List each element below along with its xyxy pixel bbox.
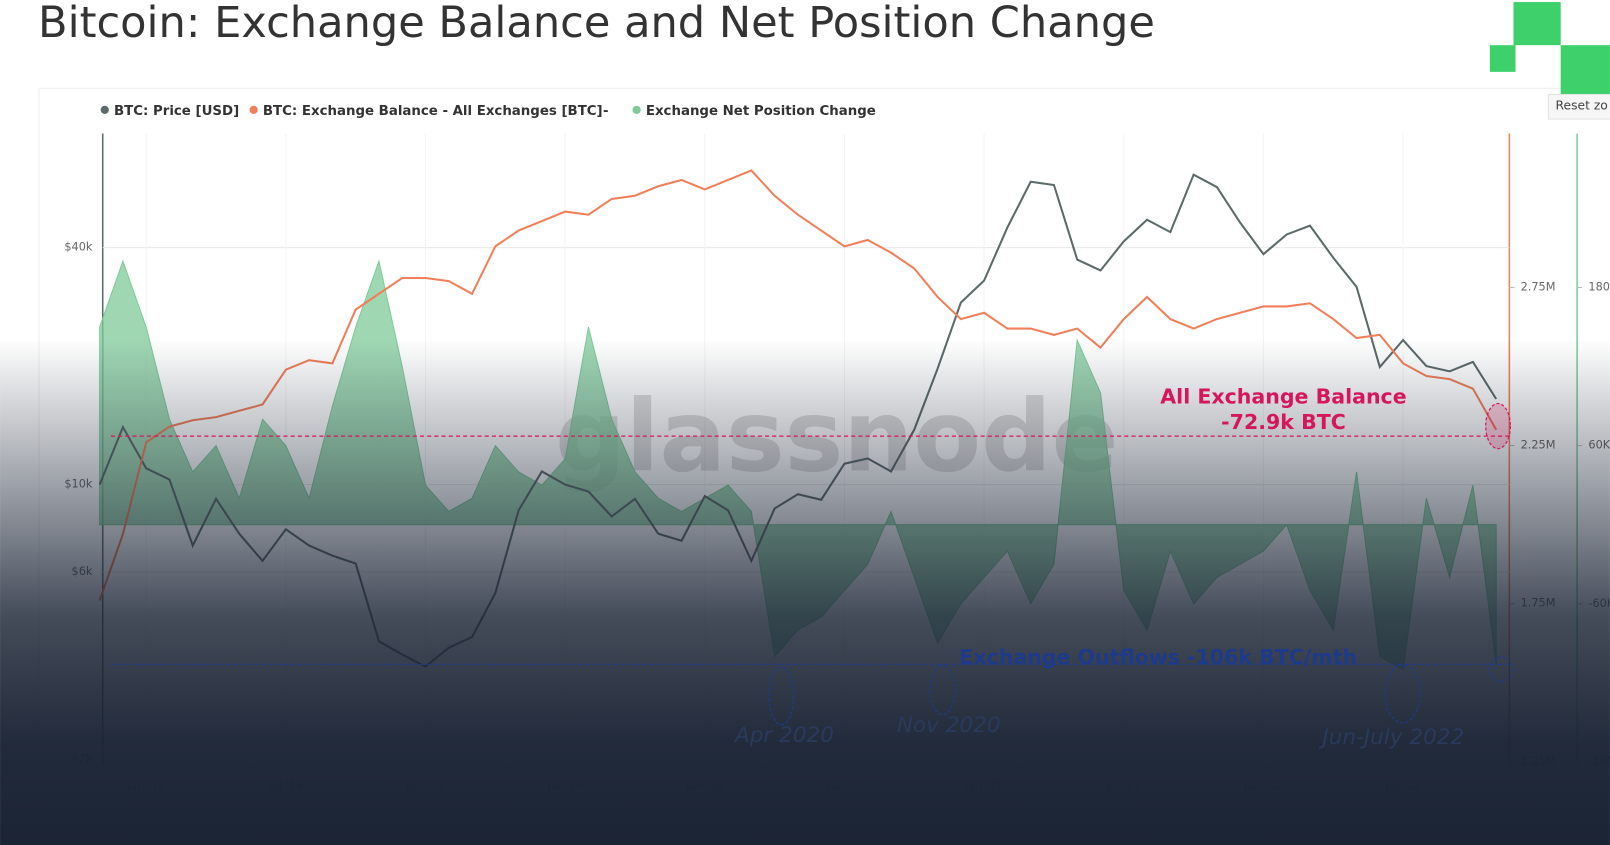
legend-marker [249,105,258,114]
legend-label: BTC: Exchange Balance - All Exchanges [B… [263,104,603,119]
legend-label: Exchange Net Position Change [646,104,876,119]
y3-tick-label: 180K [1588,281,1610,294]
legend-marker [100,105,109,114]
annotation-layer: All Exchange Balance-72.9k BTC Exchange O… [110,384,1514,750]
y2-tick-label: 2.75M [1521,280,1556,293]
annotation: Nov 2020 [897,713,1001,738]
annotation: Apr 2020 [733,723,834,748]
logo [1513,2,1561,46]
highlight [1489,656,1514,683]
reset-zoom-button[interactable] [1547,93,1610,120]
highlight [1485,402,1511,450]
highlight [768,666,795,726]
annotation: Exchange Outflows -106k BTC/mth [959,645,1357,669]
highlight [1384,664,1421,724]
shade-overlay [0,338,1610,845]
annotation: -72.9k BTC [1221,410,1346,434]
chart-title: Bitcoin: Exchange Balance and Net Positi… [38,0,1155,48]
logo [1489,45,1516,72]
annotation: Jun-July 2022 [1318,725,1464,750]
legend-label: BTC: Price [USD] [114,104,239,119]
highlight [929,664,956,716]
legend-separator: - [603,104,609,119]
annotation: All Exchange Balance [1160,384,1406,408]
y-tick-label: $40k [64,241,93,254]
logo [1560,45,1610,95]
reset-zoom-label[interactable]: Reset zo [1556,98,1608,112]
legend-marker [632,105,641,114]
